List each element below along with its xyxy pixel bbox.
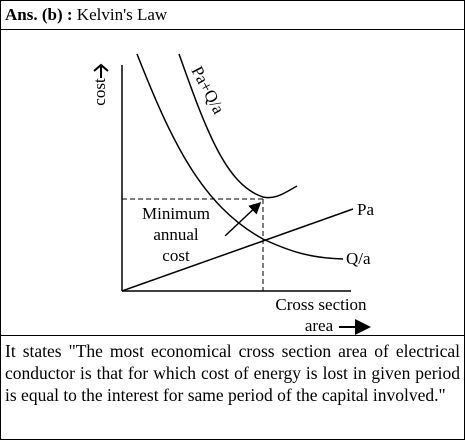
diagram: cost Pa+Q/a Pa Q/a Minimum annual cost C… [90, 53, 374, 335]
qa-curve [136, 53, 344, 260]
x-label: Cross section [275, 295, 367, 314]
arrow [224, 201, 262, 237]
total-label: Pa+Q/a [187, 63, 228, 117]
y-arrow [93, 63, 109, 78]
y-label: cost [90, 78, 109, 106]
min-label: cost [162, 246, 190, 265]
pa-line [121, 208, 354, 292]
paragraph: It states "The most economical cross sec… [1, 335, 464, 406]
pa-label: Pa [357, 200, 374, 219]
header: Ans. (b) : Kelvin's Law [1, 1, 464, 30]
answer-label: Ans. (b) : [5, 5, 73, 24]
min-label: Minimum [142, 204, 210, 223]
x-label: area [305, 316, 334, 335]
total-curve [178, 53, 298, 199]
min-label: annual [153, 225, 199, 244]
qa-label: Q/a [346, 249, 371, 268]
answer-title: Kelvin's Law [76, 5, 168, 24]
